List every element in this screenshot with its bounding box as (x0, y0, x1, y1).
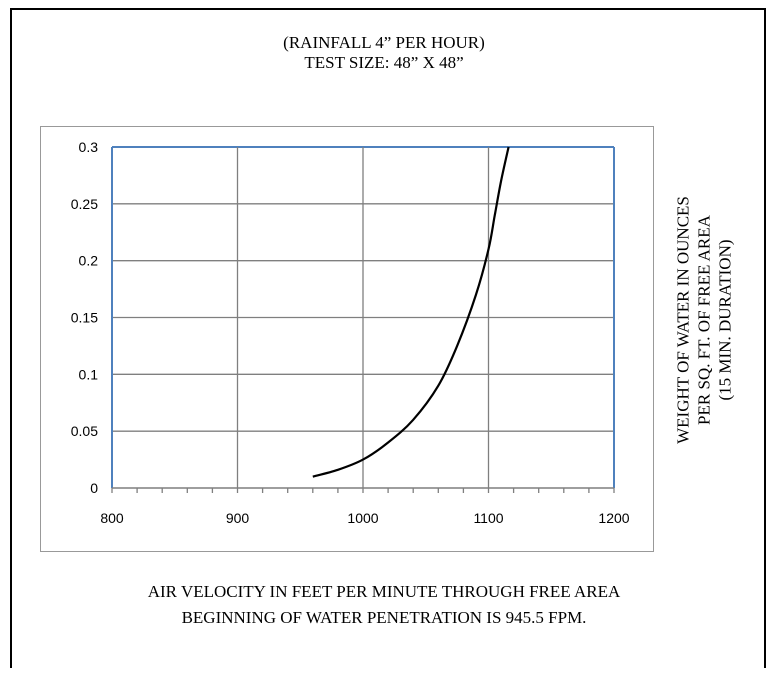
x-tick-label: 900 (226, 510, 250, 526)
plot-area-border (40, 126, 654, 552)
x-tick-label: 800 (100, 510, 124, 526)
y-tick-label: 0.1 (79, 366, 99, 382)
y-tick-label: 0.25 (71, 196, 98, 212)
x-tick-label: 1200 (598, 510, 629, 526)
y-axis-label-line1: WEIGHT OF WATER IN OUNCES (673, 196, 693, 444)
y-tick-label: 0.2 (79, 253, 99, 269)
x-tick-label: 1000 (347, 510, 378, 526)
chart-header-rainfall: (RAINFALL 4” PER HOUR) (283, 33, 485, 52)
x-axis-label: AIR VELOCITY IN FEET PER MINUTE THROUGH … (147, 582, 621, 601)
y-tick-label: 0.3 (79, 139, 99, 155)
page-frame (10, 8, 766, 668)
y-axis-label-line3: (15 MIN. DURATION) (715, 239, 735, 401)
chart-header-test-size: TEST SIZE: 48” X 48” (304, 53, 464, 72)
series-line (312, 146, 510, 478)
x-tick-label: 1100 (473, 510, 503, 526)
penetration-note: BEGINNING OF WATER PENETRATION IS 945.5 … (181, 608, 587, 627)
y-axis-label-line2: PER SQ. FT. OF FREE AREA (694, 215, 714, 425)
y-tick-label: 0.05 (71, 423, 98, 439)
y-tick-label: 0.15 (71, 310, 98, 326)
y-tick-label: 0 (90, 480, 98, 496)
